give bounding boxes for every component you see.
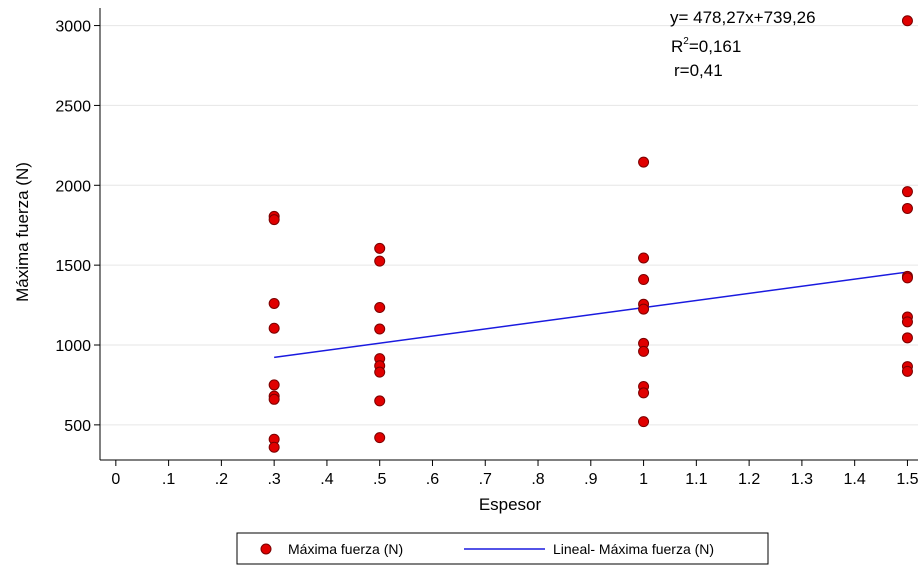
x-axis-ticks: 0 .1 .2 .3 .4 .5 .6 .7 .8 .9 1 1.1 1.2 1.3 1.4 1.5	[111, 460, 919, 488]
legend: Máxima fuerza (N) Lineal- Máxima fuerza …	[236, 532, 769, 565]
x-tick-label: .5	[373, 471, 386, 488]
grid-lines	[100, 25, 918, 426]
equation-text: y= 478,27x+739,26	[670, 8, 816, 27]
legend-box	[236, 532, 769, 565]
data-point	[374, 366, 386, 378]
data-point	[901, 332, 913, 344]
data-point	[268, 297, 280, 309]
x-tick-label: .1	[162, 471, 175, 488]
x-tick-label: .6	[426, 471, 439, 488]
y-tick-label: 3000	[55, 19, 91, 36]
x-tick-label: .4	[320, 471, 333, 488]
data-point	[901, 15, 913, 27]
y-axis-label: Máxima fuerza (N)	[13, 162, 32, 302]
legend-marker-scatter	[260, 543, 272, 555]
y-tick-label: 2500	[55, 98, 91, 115]
r-squared-prefix: R	[671, 37, 683, 56]
x-tick-label: .3	[267, 471, 280, 488]
legend-label-line: Lineal- Máxima fuerza (N)	[553, 541, 714, 557]
data-point	[638, 252, 650, 264]
data-point	[638, 303, 650, 315]
trend-line-layer	[274, 271, 908, 359]
x-tick-label: .7	[479, 471, 492, 488]
data-point	[901, 365, 913, 377]
data-point	[901, 272, 913, 284]
y-tick-label: 500	[64, 418, 91, 435]
data-point	[268, 214, 280, 226]
data-point	[638, 274, 650, 286]
x-tick-label: 1.3	[791, 471, 813, 488]
r-squared-superscript: 2	[683, 36, 689, 47]
regression-annotation: y= 478,27x+739,26 R2=0,161 r=0,41	[670, 8, 816, 80]
y-tick-label: 1000	[55, 338, 91, 355]
data-point	[901, 202, 913, 214]
y-tick-label: 2000	[55, 178, 91, 195]
x-tick-label: .9	[584, 471, 597, 488]
data-point	[638, 156, 650, 168]
x-tick-label: 1.1	[685, 471, 707, 488]
data-points	[268, 15, 913, 453]
x-tick-label: .2	[215, 471, 228, 488]
data-point	[374, 301, 386, 313]
y-tick-label: 1500	[55, 258, 91, 275]
x-tick-label: 1.5	[896, 471, 918, 488]
trend-line	[274, 271, 908, 359]
data-point	[374, 395, 386, 407]
data-point	[374, 242, 386, 254]
legend-label-scatter: Máxima fuerza (N)	[288, 541, 403, 557]
data-point	[268, 379, 280, 391]
y-axis-ticks: 500 1000 1500 2000 2500 3000	[55, 19, 100, 435]
data-point	[268, 322, 280, 334]
r-squared-value: =0,161	[689, 37, 741, 56]
data-point	[374, 432, 386, 444]
data-point	[901, 316, 913, 328]
data-point	[268, 393, 280, 405]
x-tick-label: 0	[111, 471, 120, 488]
data-point	[638, 387, 650, 399]
data-point	[638, 345, 650, 357]
data-point	[374, 255, 386, 267]
data-point	[268, 441, 280, 453]
r-squared-text: R2=0,161	[671, 36, 741, 56]
x-tick-label: 1.2	[738, 471, 760, 488]
x-tick-label: 1	[639, 471, 648, 488]
data-point	[901, 186, 913, 198]
x-tick-label: .8	[531, 471, 544, 488]
x-tick-label: 1.4	[844, 471, 866, 488]
data-point	[638, 416, 650, 428]
x-axis-label: Espesor	[479, 495, 542, 514]
r-coefficient-text: r=0,41	[674, 61, 723, 80]
data-point	[374, 323, 386, 335]
